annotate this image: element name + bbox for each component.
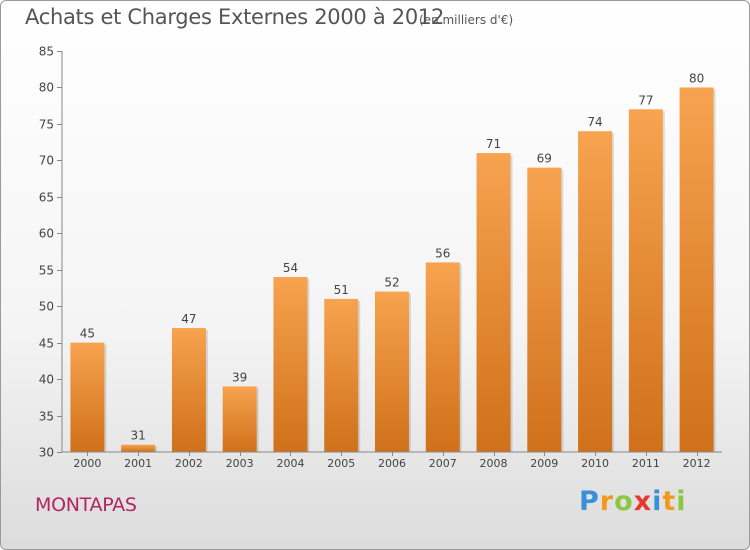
bar bbox=[70, 342, 105, 452]
x-tick-label: 2004 bbox=[276, 457, 304, 470]
bar bbox=[628, 109, 663, 452]
bar-value-label: 77 bbox=[638, 93, 653, 107]
bar-value-label: 56 bbox=[435, 246, 450, 260]
x-tick-label: 2006 bbox=[378, 457, 406, 470]
y-tick-label: 70 bbox=[39, 154, 54, 168]
logo-letter: r bbox=[599, 486, 615, 517]
x-tick-label: 2008 bbox=[480, 457, 508, 470]
y-tick-label: 50 bbox=[39, 300, 54, 314]
x-tick-label: 2007 bbox=[429, 457, 457, 470]
y-tick-label: 30 bbox=[39, 446, 54, 460]
logo-letter: i bbox=[676, 486, 687, 517]
bar-value-label: 80 bbox=[689, 71, 704, 85]
bar-value-label: 39 bbox=[232, 370, 247, 384]
bar bbox=[527, 167, 562, 452]
logo-letter: i bbox=[652, 486, 663, 517]
bar-value-label: 54 bbox=[283, 261, 298, 275]
bar-value-label: 71 bbox=[486, 137, 501, 151]
y-tick-label: 65 bbox=[39, 191, 54, 205]
commune-name: MONTAPAS bbox=[35, 494, 137, 516]
logo-letter: x bbox=[633, 486, 653, 517]
x-tick-label: 2002 bbox=[175, 457, 203, 470]
y-tick-label: 55 bbox=[39, 264, 54, 278]
logo-letter: t bbox=[662, 486, 677, 517]
bar bbox=[171, 328, 206, 452]
bar-value-label: 52 bbox=[384, 276, 399, 290]
bar bbox=[273, 277, 308, 452]
bar bbox=[578, 131, 613, 452]
y-tick-label: 40 bbox=[39, 373, 54, 387]
chart-subtitle: (en milliers d'€) bbox=[419, 13, 514, 27]
x-tick-label: 2001 bbox=[124, 457, 152, 470]
y-tick-label: 60 bbox=[39, 227, 54, 241]
bar bbox=[476, 153, 511, 452]
bar bbox=[679, 87, 714, 453]
x-tick-label: 2000 bbox=[73, 457, 101, 470]
logo-letter: o bbox=[614, 486, 634, 517]
bar-value-label: 74 bbox=[587, 115, 602, 129]
bar bbox=[222, 386, 257, 452]
x-tick-label: 2012 bbox=[683, 457, 711, 470]
x-tick-label: 2010 bbox=[581, 457, 609, 470]
bar bbox=[375, 291, 409, 452]
y-tick-label: 75 bbox=[39, 118, 54, 132]
y-tick-label: 35 bbox=[39, 410, 54, 424]
x-tick-label: 2003 bbox=[226, 457, 254, 470]
logo-letter: P bbox=[579, 486, 600, 517]
bar bbox=[425, 262, 460, 452]
bar-value-label: 45 bbox=[80, 327, 95, 341]
bar-value-label: 31 bbox=[131, 429, 146, 443]
x-tick-label: 2009 bbox=[530, 457, 558, 470]
bar-value-label: 51 bbox=[334, 283, 349, 297]
bar bbox=[324, 298, 359, 452]
y-tick-label: 45 bbox=[39, 337, 54, 351]
chart-title: Achats et Charges Externes 2000 à 2012 bbox=[25, 5, 445, 29]
y-tick-label: 80 bbox=[39, 81, 54, 95]
bar-value-label: 69 bbox=[537, 152, 552, 166]
y-tick-label: 85 bbox=[39, 45, 54, 59]
bar bbox=[121, 444, 156, 452]
bar-value-label: 47 bbox=[181, 312, 196, 326]
proxiti-logo: Proxiti bbox=[579, 486, 687, 517]
x-tick-label: 2005 bbox=[327, 457, 355, 470]
x-tick-label: 2011 bbox=[632, 457, 660, 470]
